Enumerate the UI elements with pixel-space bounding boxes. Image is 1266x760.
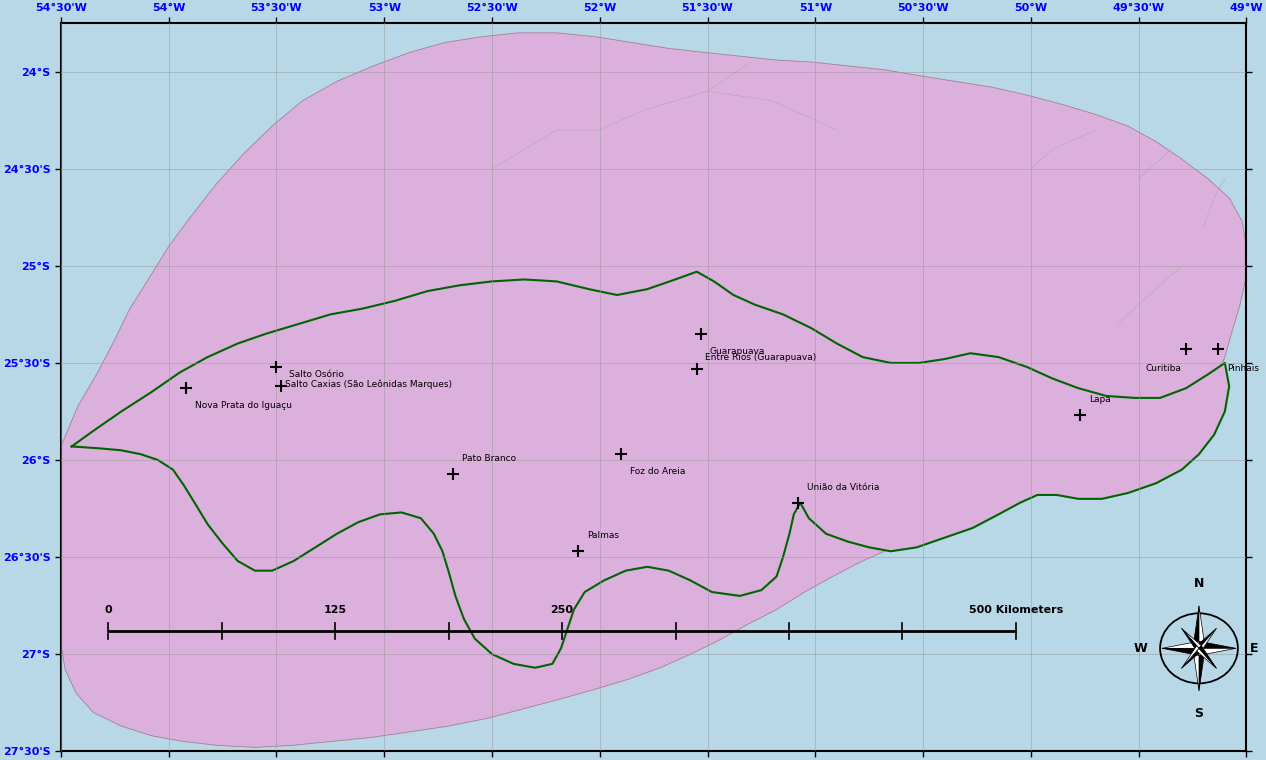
Polygon shape bbox=[1199, 629, 1217, 651]
Polygon shape bbox=[61, 33, 1247, 747]
Polygon shape bbox=[1196, 629, 1217, 648]
Text: Foz do Areia: Foz do Areia bbox=[630, 467, 685, 477]
Text: 250: 250 bbox=[551, 605, 573, 616]
Text: Palmas: Palmas bbox=[587, 531, 619, 540]
Text: 500 Kilometers: 500 Kilometers bbox=[968, 605, 1063, 616]
Text: E: E bbox=[1251, 642, 1258, 655]
Polygon shape bbox=[1181, 629, 1201, 648]
Polygon shape bbox=[1193, 648, 1199, 691]
Polygon shape bbox=[1199, 648, 1236, 655]
Polygon shape bbox=[1162, 648, 1199, 655]
Polygon shape bbox=[72, 271, 1229, 668]
Text: N: N bbox=[1194, 577, 1204, 590]
Text: S: S bbox=[1195, 707, 1204, 720]
Polygon shape bbox=[1181, 629, 1199, 651]
Text: 125: 125 bbox=[324, 605, 347, 616]
Text: Salto Caxias (São Leônidas Marques): Salto Caxias (São Leônidas Marques) bbox=[285, 379, 452, 389]
Polygon shape bbox=[1199, 641, 1236, 648]
Polygon shape bbox=[1199, 606, 1205, 648]
Text: Guarapuava: Guarapuava bbox=[710, 347, 765, 356]
Text: Curitiba: Curitiba bbox=[1146, 364, 1181, 373]
Text: Nova Prata do Iguaçu: Nova Prata do Iguaçu bbox=[195, 401, 291, 410]
Text: W: W bbox=[1134, 642, 1148, 655]
Polygon shape bbox=[1199, 648, 1205, 691]
Polygon shape bbox=[1193, 606, 1199, 648]
Text: União da Vitória: União da Vitória bbox=[806, 483, 879, 492]
Text: 0: 0 bbox=[105, 605, 113, 616]
Text: Salto Osório: Salto Osório bbox=[290, 370, 344, 379]
Text: Entre Rios (Guarapuava): Entre Rios (Guarapuava) bbox=[705, 353, 817, 362]
Polygon shape bbox=[1162, 641, 1199, 648]
Text: Pinhais: Pinhais bbox=[1227, 364, 1258, 373]
Polygon shape bbox=[1181, 646, 1199, 668]
Text: Lapa: Lapa bbox=[1089, 395, 1110, 404]
Polygon shape bbox=[1181, 648, 1201, 668]
Polygon shape bbox=[1199, 646, 1217, 668]
Polygon shape bbox=[1196, 648, 1217, 668]
Text: Pato Branco: Pato Branco bbox=[462, 454, 517, 463]
